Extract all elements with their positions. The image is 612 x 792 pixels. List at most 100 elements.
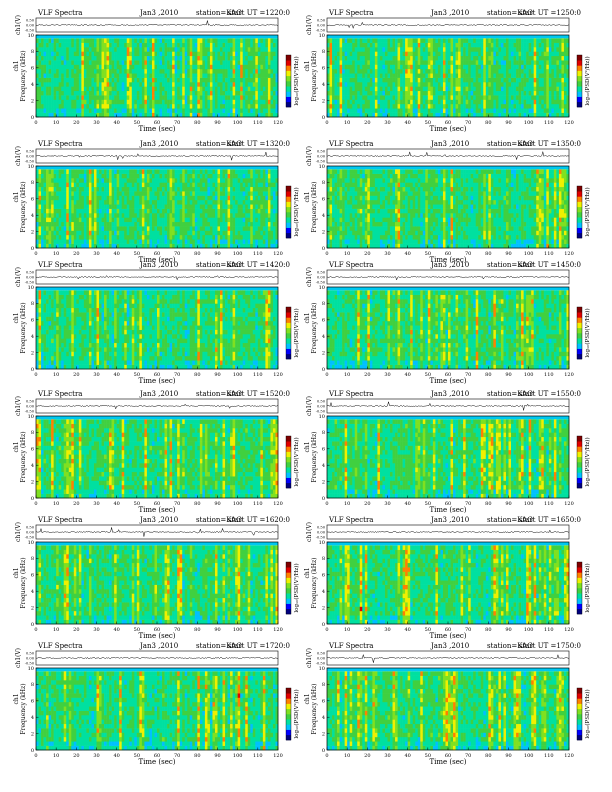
panel-title: VLF Spectra (328, 261, 373, 269)
x-tick-label: 110 (544, 251, 554, 257)
panel-title: VLF Spectra (37, 516, 82, 524)
x-tick-label: 60 (445, 120, 451, 126)
x-axis-label: Time (sec) (429, 256, 466, 264)
x-tick-label: 10 (53, 251, 59, 257)
y-tick-label: 0 (322, 367, 325, 373)
ch1-tick-label: 0.50 (317, 150, 326, 154)
ch1-trace (35, 657, 279, 659)
x-tick-label: 20 (364, 372, 370, 378)
channel-label: ch1 (304, 191, 311, 202)
x-tick-label: 60 (445, 627, 451, 633)
ch1-axis-label: ch1(V) (306, 146, 313, 166)
colorbar-label: log₁₀(PSD(V²/Hz)) (293, 689, 300, 738)
colorbar-label: log₁₀(PSD(V²/Hz)) (584, 689, 591, 738)
x-tick-label: 100 (233, 120, 243, 126)
y-tick-label: 4 (322, 715, 325, 721)
colorbar (576, 306, 583, 360)
y-axis-label: Frequency (kHz) (311, 302, 318, 353)
y-tick-label: 10 (319, 285, 325, 291)
colorbar-label: log₁₀(PSD(V²/Hz)) (584, 308, 591, 357)
y-tick-label: 6 (31, 197, 34, 203)
x-tick-label: 0 (34, 251, 37, 257)
ch1-tick-label: 0.00 (317, 531, 326, 535)
y-tick-label: 10 (319, 666, 325, 672)
x-tick-label: 60 (445, 372, 451, 378)
x-tick-label: 70 (174, 372, 180, 378)
y-tick-label: 6 (31, 66, 34, 72)
ch1-axis-label: ch1(V) (15, 15, 22, 35)
y-tick-label: 0 (31, 496, 34, 502)
ch1-tick-label: -0.50 (316, 410, 326, 414)
channel-label: ch1 (304, 693, 311, 704)
x-tick-label: 50 (134, 120, 140, 126)
x-tick-label: 0 (34, 372, 37, 378)
y-tick-label: 0 (31, 367, 34, 373)
x-axis-label: Time (sec) (429, 632, 466, 640)
x-tick-label: 50 (425, 120, 431, 126)
y-tick-label: 8 (322, 180, 325, 186)
y-tick-label: 10 (319, 164, 325, 170)
x-tick-label: 90 (505, 120, 511, 126)
x-tick-label: 100 (233, 501, 243, 507)
spectrogram (36, 542, 279, 625)
y-tick-label: 6 (322, 447, 325, 453)
x-tick-label: 80 (194, 120, 200, 126)
x-tick-label: 80 (485, 372, 491, 378)
colorbar-label: log₁₀(PSD(V²/Hz)) (293, 563, 300, 612)
y-tick-label: 0 (31, 246, 34, 252)
x-tick-label: 10 (344, 372, 350, 378)
x-tick-label: 30 (93, 372, 99, 378)
y-tick-label: 2 (31, 731, 34, 737)
channel-label: ch1 (13, 191, 20, 202)
ch1-axis-label: ch1(V) (306, 396, 313, 416)
station-label: station=KAG (487, 140, 533, 148)
ch1-axis-label: ch1(V) (15, 396, 22, 416)
colorbar-label: log₁₀(PSD(V²/Hz)) (584, 563, 591, 612)
channel-label: ch1 (304, 60, 311, 71)
x-tick-label: 80 (194, 251, 200, 257)
ch1-tick-label: 0.50 (317, 652, 326, 656)
y-tick-label: 8 (322, 430, 325, 436)
y-tick-label: 6 (31, 699, 34, 705)
x-tick-label: 60 (154, 120, 160, 126)
spectrogram (36, 166, 279, 249)
x-tick-label: 30 (384, 120, 390, 126)
ch1-tick-label: 0.50 (26, 526, 35, 530)
x-tick-label: 100 (233, 372, 243, 378)
x-tick-label: 70 (174, 251, 180, 257)
y-tick-label: 2 (322, 479, 325, 485)
x-tick-label: 80 (194, 627, 200, 633)
y-tick-label: 6 (31, 447, 34, 453)
date-label: Jan3 ,2010 (430, 140, 469, 148)
x-tick-label: 40 (404, 120, 410, 126)
x-tick-label: 40 (113, 753, 119, 759)
ch1-tick-label: 0.50 (26, 150, 35, 154)
colorbar (576, 185, 583, 239)
x-tick-label: 60 (445, 753, 451, 759)
x-tick-label: 10 (53, 627, 59, 633)
spectrogram (327, 287, 570, 370)
y-tick-label: 0 (322, 246, 325, 252)
ch1-trace (36, 20, 279, 27)
y-tick-label: 4 (322, 334, 325, 340)
y-tick-label: 0 (322, 496, 325, 502)
x-tick-label: 70 (465, 627, 471, 633)
date-label: Jan3 ,2010 (139, 140, 178, 148)
x-tick-label: 40 (113, 372, 119, 378)
date-label: Jan3 ,2010 (430, 642, 469, 650)
y-tick-label: 2 (31, 98, 34, 104)
y-axis-label: Frequency (kHz) (20, 431, 27, 482)
x-axis-label: Time (sec) (138, 506, 175, 514)
x-tick-label: 10 (344, 120, 350, 126)
x-tick-label: 80 (194, 753, 200, 759)
x-tick-label: 50 (425, 372, 431, 378)
station-label: station=KAG (196, 516, 242, 524)
x-tick-label: 0 (325, 627, 328, 633)
date-label: Jan3 ,2010 (139, 390, 178, 398)
start-ut-label: start UT =1620:0 (228, 516, 290, 524)
x-tick-label: 120 (564, 753, 574, 759)
start-ut-label: start UT =1250:0 (519, 9, 581, 17)
panel-title: VLF Spectra (37, 390, 82, 398)
y-tick-label: 10 (28, 414, 34, 420)
